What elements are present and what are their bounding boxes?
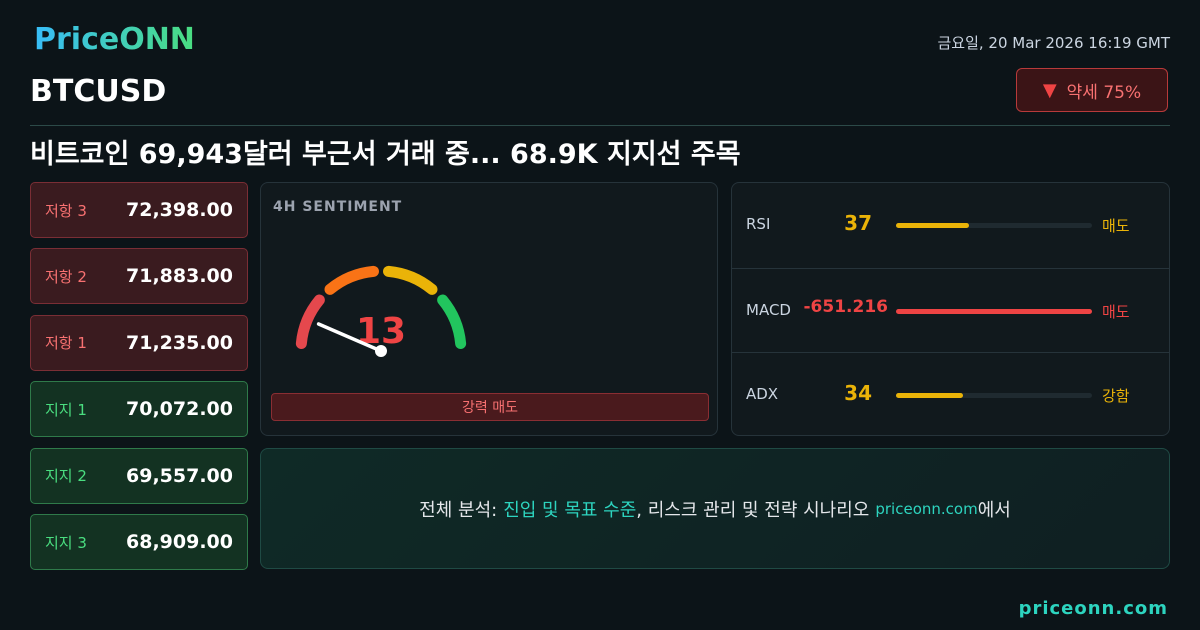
gauge: 13 <box>295 265 467 357</box>
level-value: 70,072.00 <box>126 398 233 421</box>
cta-part: , 리스크 관리 및 전략 시나리오 <box>636 499 870 521</box>
indicator-name: MACD <box>746 300 791 319</box>
indicator-signal: 매도 <box>1102 217 1130 235</box>
symbol: BTCUSD <box>30 74 167 109</box>
badge-text: 약세 75% <box>1066 82 1142 103</box>
gauge-segment <box>295 294 325 349</box>
indicator-value: 34 <box>844 381 872 406</box>
sentiment-title: 4H SENTIMENT <box>273 199 403 215</box>
indicator-name: RSI <box>746 215 771 233</box>
gauge-needle <box>316 322 383 353</box>
cta: 전체 분석: 진입 및 목표 수준, 리스크 관리 및 전략 시나리오 priceo… <box>260 448 1170 569</box>
level-box: 지지 3 68,909.00 <box>30 514 248 570</box>
gauge-segment <box>324 265 379 295</box>
level-label: 저항 3 <box>45 201 87 220</box>
cta-part: priceonn.com <box>875 499 978 518</box>
badge: ▼ 약세 75% <box>1016 68 1168 112</box>
level-label: 지지 1 <box>45 400 87 419</box>
indicator-row: MACD -651.216 매도 <box>732 267 1170 353</box>
footer: priceonn.com <box>1018 598 1168 619</box>
brand: PriceONN <box>34 22 195 57</box>
indicator-track <box>896 223 1092 228</box>
indicator-row: ADX 34 강함 <box>732 352 1170 437</box>
datetime: 금요일, 20 Mar 2026 16:19 GMT <box>937 34 1170 52</box>
level-box: 저항 2 71,883.00 <box>30 248 248 305</box>
level-value: 71,883.00 <box>126 265 233 288</box>
indicator-signal: 강함 <box>1102 387 1130 406</box>
headline: 비트코인 69,943달러 부근서 거래 중... 68.9K 지지선 주목 <box>30 139 741 170</box>
level-box: 지지 1 70,072.00 <box>30 381 248 438</box>
gauge-hub <box>375 345 387 357</box>
level-box: 지지 2 69,557.00 <box>30 447 248 504</box>
indicator-row: RSI 37 매도 <box>732 183 1170 267</box>
down-arrow: ▼ <box>1042 79 1057 101</box>
cta-part: 진입 및 목표 수준 <box>503 499 637 521</box>
gauge-segment <box>383 265 438 295</box>
indicator-track <box>896 393 1092 399</box>
sentiment-panel: 4H SENTIMENT 13 강력 매도 <box>260 182 718 436</box>
level-value: 72,398.00 <box>126 199 233 221</box>
indicator-track <box>896 308 1092 314</box>
level-value: 71,235.00 <box>126 331 233 354</box>
indicator-value: 37 <box>844 211 872 235</box>
level-label: 저항 1 <box>45 334 87 353</box>
level-label: 저항 2 <box>45 267 87 286</box>
indicators-panel: RSI 37 매도 MACD -651.216 매도 ADX 34 강함 <box>731 182 1170 436</box>
level-label: 지지 2 <box>45 467 87 486</box>
indicator-name: ADX <box>746 385 779 404</box>
sentiment-label: 강력 매도 <box>271 393 709 421</box>
level-value: 68,909.00 <box>126 531 233 553</box>
cta-part: 에서 <box>977 499 1011 521</box>
indicator-bar <box>896 393 963 399</box>
level-box: 저항 1 71,235.00 <box>30 314 248 371</box>
indicator-bar <box>896 223 969 228</box>
indicator-signal: 매도 <box>1102 302 1130 321</box>
level-box: 저항 3 72,398.00 <box>30 182 248 238</box>
level-value: 69,557.00 <box>126 464 233 487</box>
divider <box>30 125 1170 126</box>
cta-part: 전체 분석: <box>419 499 498 521</box>
level-label: 지지 3 <box>45 533 87 552</box>
gauge-segment <box>437 294 467 349</box>
indicator-value: -651.216 <box>803 296 889 317</box>
